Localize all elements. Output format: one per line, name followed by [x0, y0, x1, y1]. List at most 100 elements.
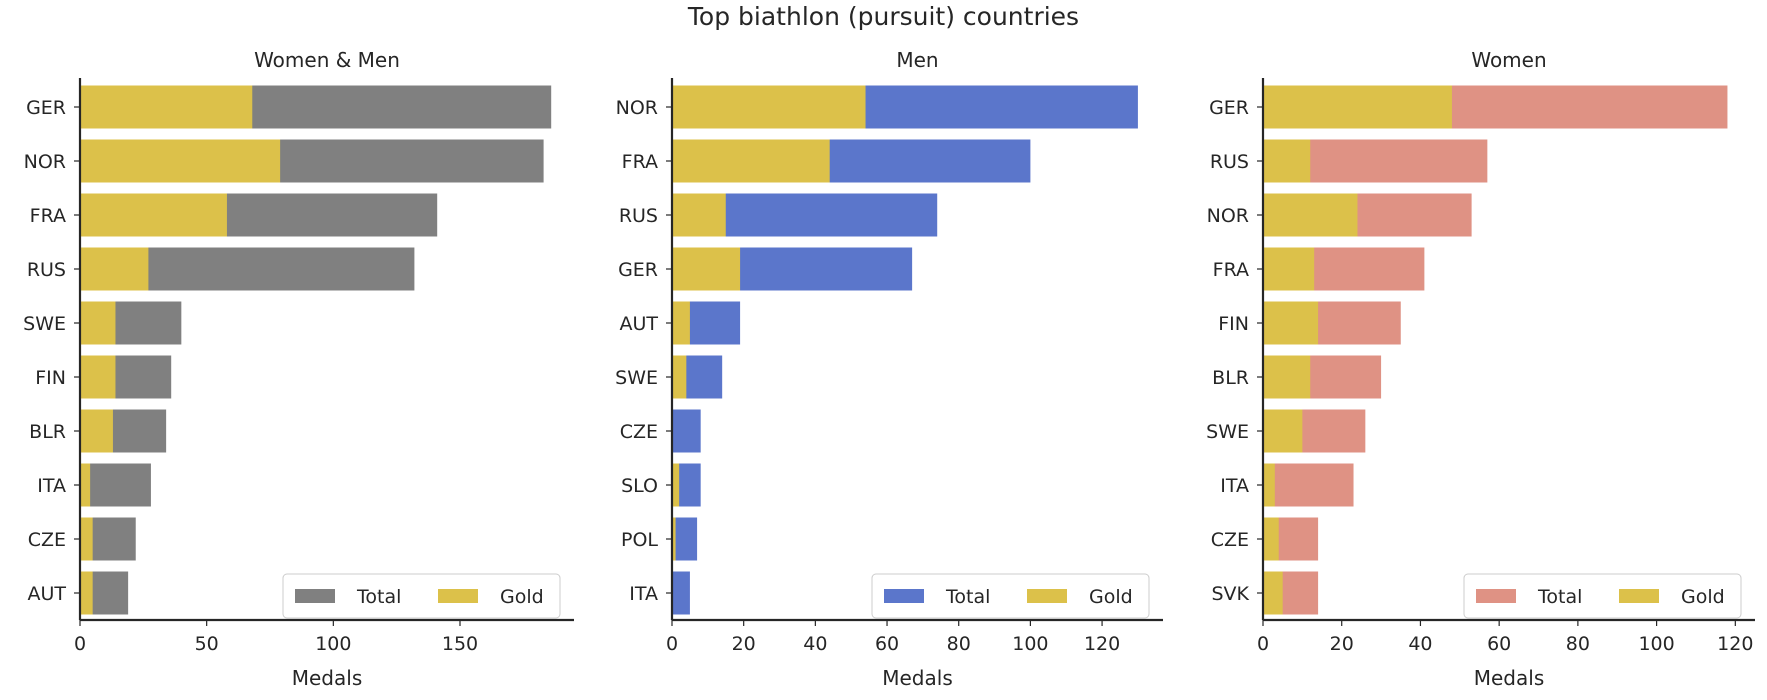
bar-gold-fra: [672, 139, 830, 183]
bar-gold-rus: [672, 193, 726, 237]
legend-swatch-total: [884, 589, 924, 603]
y-tick-label: FRA: [1213, 259, 1249, 281]
legend-swatch-total: [295, 589, 335, 603]
legend-label-total: Total: [945, 586, 990, 608]
y-tick-label: NOR: [616, 97, 658, 119]
bar-gold-rus: [1263, 139, 1311, 183]
panel-title: Women: [1471, 48, 1546, 72]
legend-box: [1463, 573, 1742, 619]
bar-gold-fin: [80, 355, 116, 399]
y-tick-label: SWE: [23, 313, 66, 335]
y-tick-label: GER: [1209, 97, 1249, 119]
x-tick-label: 100: [315, 633, 351, 655]
bar-gold-pol: [672, 517, 676, 561]
legend-swatch-gold: [438, 589, 478, 603]
x-axis-label: Medals: [292, 666, 363, 690]
x-tick-label: 50: [195, 633, 219, 655]
y-tick-label: BLR: [1212, 367, 1249, 389]
legend-swatch-total: [1476, 589, 1516, 603]
bar-total-ita: [80, 463, 151, 507]
y-tick-label: CZE: [1211, 529, 1249, 551]
bar-gold-ger: [80, 85, 253, 129]
x-tick-label: 60: [875, 633, 899, 655]
bar-total-cze: [672, 409, 701, 453]
x-axis-label: Medals: [882, 666, 953, 690]
x-tick-label: 20: [1330, 633, 1354, 655]
x-tick-label: 20: [732, 633, 756, 655]
y-tick-label: CZE: [28, 529, 66, 551]
y-tick-label: AUT: [27, 583, 66, 605]
bar-gold-fra: [80, 193, 227, 237]
legend-label-total: Total: [356, 586, 401, 608]
x-tick-label: 60: [1487, 633, 1511, 655]
y-tick-label: GER: [26, 97, 66, 119]
x-tick-label: 0: [666, 633, 678, 655]
y-tick-label: RUS: [619, 205, 658, 227]
bar-total-pol: [672, 517, 698, 561]
y-tick-label: SVK: [1211, 583, 1249, 605]
legend-label-gold: Gold: [1681, 586, 1725, 608]
bar-gold-slo: [672, 463, 680, 507]
bar-gold-aut: [80, 571, 93, 615]
y-tick-label: NOR: [24, 151, 66, 173]
x-tick-label: 120: [1084, 633, 1120, 655]
y-tick-label: AUT: [619, 313, 658, 335]
panel-title: Women & Men: [254, 48, 400, 72]
y-tick-label: ITA: [629, 583, 658, 605]
bar-gold-blr: [1263, 355, 1311, 399]
legend-label-total: Total: [1537, 586, 1582, 608]
x-tick-label: 120: [1717, 633, 1753, 655]
bar-gold-ita: [1263, 463, 1275, 507]
bar-gold-ger: [1263, 85, 1452, 129]
x-tick-label: 0: [1257, 633, 1269, 655]
bar-gold-ger: [672, 247, 741, 291]
x-tick-label: 150: [442, 633, 478, 655]
bar-gold-swe: [1263, 409, 1303, 453]
panel-title: Men: [896, 48, 938, 72]
y-tick-label: SWE: [615, 367, 658, 389]
x-tick-label: 80: [947, 633, 971, 655]
bar-gold-fin: [1263, 301, 1319, 345]
y-tick-label: FRA: [622, 151, 658, 173]
bar-gold-rus: [80, 247, 149, 291]
y-tick-label: NOR: [1207, 205, 1249, 227]
bar-gold-nor: [1263, 193, 1358, 237]
legend-box: [282, 573, 561, 619]
bar-gold-swe: [672, 355, 687, 399]
x-axis-label: Medals: [1474, 666, 1545, 690]
y-tick-label: BLR: [29, 421, 66, 443]
x-tick-label: 100: [1012, 633, 1048, 655]
x-tick-label: 0: [74, 633, 86, 655]
y-tick-label: POL: [621, 529, 658, 551]
bar-gold-ita: [80, 463, 91, 507]
y-tick-label: SWE: [1206, 421, 1249, 443]
y-tick-label: ITA: [1220, 475, 1249, 497]
y-tick-label: ITA: [37, 475, 66, 497]
x-tick-label: 40: [803, 633, 827, 655]
y-tick-label: RUS: [27, 259, 66, 281]
x-tick-label: 100: [1638, 633, 1674, 655]
y-tick-label: SLO: [621, 475, 658, 497]
legend-box: [871, 573, 1150, 619]
legend-label-gold: Gold: [500, 586, 544, 608]
bar-gold-nor: [672, 85, 866, 129]
y-tick-label: GER: [618, 259, 658, 281]
x-tick-label: 40: [1408, 633, 1432, 655]
legend-swatch-gold: [1027, 589, 1067, 603]
y-tick-label: FIN: [1218, 313, 1249, 335]
y-tick-label: FIN: [35, 367, 66, 389]
bar-gold-svk: [1263, 571, 1283, 615]
bar-total-ita: [672, 571, 690, 615]
bar-gold-fra: [1263, 247, 1315, 291]
x-tick-label: 80: [1566, 633, 1590, 655]
bar-gold-cze: [80, 517, 93, 561]
bar-gold-blr: [80, 409, 113, 453]
legend-label-gold: Gold: [1089, 586, 1133, 608]
y-tick-label: CZE: [620, 421, 658, 443]
bar-gold-nor: [80, 139, 281, 183]
bar-gold-swe: [80, 301, 116, 345]
y-tick-label: RUS: [1210, 151, 1249, 173]
bar-gold-aut: [672, 301, 690, 345]
y-tick-label: FRA: [30, 205, 66, 227]
